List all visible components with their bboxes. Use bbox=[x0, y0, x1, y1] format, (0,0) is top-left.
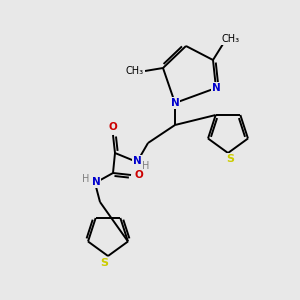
Text: N: N bbox=[133, 156, 141, 166]
Text: S: S bbox=[226, 154, 234, 164]
Text: S: S bbox=[100, 258, 108, 268]
Text: O: O bbox=[135, 170, 143, 180]
Text: H: H bbox=[82, 174, 90, 184]
Text: N: N bbox=[171, 98, 179, 108]
Text: O: O bbox=[109, 122, 117, 132]
Text: N: N bbox=[212, 83, 220, 93]
Text: H: H bbox=[142, 161, 150, 171]
Text: CH₃: CH₃ bbox=[126, 66, 144, 76]
Text: N: N bbox=[92, 177, 100, 187]
Text: CH₃: CH₃ bbox=[222, 34, 240, 44]
